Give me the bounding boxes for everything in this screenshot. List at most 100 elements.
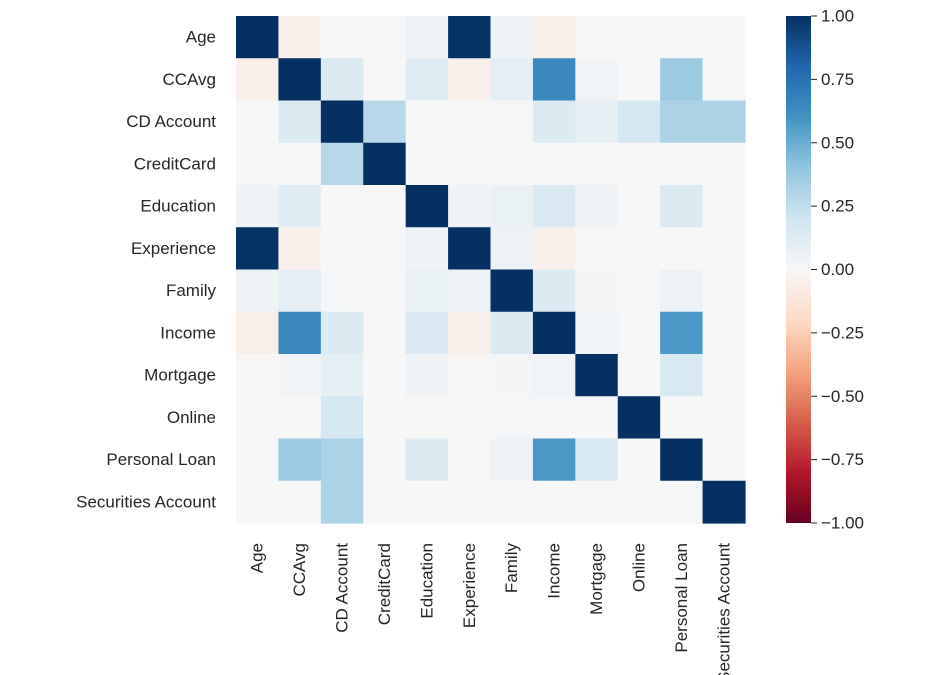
column-label: Mortgage [587,543,606,615]
heatmap-cell [532,438,576,482]
heatmap-cell [405,16,449,59]
heatmap-cell [617,16,661,59]
heatmap-cell [320,227,364,271]
heatmap-cell [236,396,280,440]
heatmap-cell [660,438,704,482]
heatmap-cell [448,354,492,397]
heatmap-cell [575,438,619,482]
heatmap-cell [490,185,534,228]
heatmap-cell [448,142,492,186]
heatmap-cell [236,269,280,313]
heatmap-cell [575,354,619,397]
heatmap-cell [617,142,661,186]
heatmap-cell [532,311,576,355]
heatmap-cell [660,100,704,144]
heatmap-cell [405,311,449,355]
heatmap-cell [236,142,280,186]
heatmap-cell [278,100,322,144]
colorbar-tick-label: 1.00 [821,7,854,26]
column-label: CreditCard [375,543,394,625]
heatmap-cell [660,185,704,228]
heatmap-cell [617,58,661,102]
heatmap-cell [363,438,407,482]
colorbar-tick-label: −1.00 [821,514,864,533]
heatmap-cell [617,269,661,313]
heatmap-cell [490,100,534,144]
heatmap-cell [575,311,619,355]
heatmap-cell [278,16,322,59]
heatmap-cell [278,438,322,482]
heatmap-cell [278,311,322,355]
column-label: Online [629,543,648,592]
heatmap-cell [532,58,576,102]
heatmap-cell [575,480,619,524]
heatmap-cell [532,142,576,186]
heatmap-cell [363,185,407,228]
heatmap-cell [490,480,534,524]
heatmap-cell [236,438,280,482]
column-label: Age [248,543,267,573]
heatmap-cell [405,185,449,228]
heatmap-cell [702,396,746,440]
heatmap-cell [320,311,364,355]
heatmap-cell [363,480,407,524]
heatmap-cell [490,311,534,355]
colorbar-gradient [786,16,811,523]
heatmap-cell [236,16,280,59]
heatmap-cell [702,142,746,186]
heatmap-cell [532,100,576,144]
colorbar-tick-label: 0.25 [821,197,854,216]
heatmap-cell [363,58,407,102]
heatmap-cell [278,58,322,102]
heatmap-cell [660,354,704,397]
column-label: Income [545,543,564,599]
heatmap-cell [236,354,280,397]
colorbar-tick-label: 0.00 [821,260,854,279]
heatmap-cell [490,396,534,440]
colorbar-tick-label: −0.75 [821,450,864,469]
heatmap-cell [405,438,449,482]
heatmap-cell [532,16,576,59]
heatmap-cell [448,269,492,313]
column-label: CCAvg [290,543,309,597]
colorbar-tick-label: 0.50 [821,133,854,152]
heatmap-cell [448,58,492,102]
heatmap-cell [320,438,364,482]
heatmap-cell [702,185,746,228]
heatmap-cell [532,354,576,397]
heatmap-cell [702,100,746,144]
heatmap-cell [278,354,322,397]
row-labels: Age CCAvg CD Account CreditCard Education Exp… [76,28,216,512]
heatmap-cell [448,100,492,144]
heatmap-cell [702,480,746,524]
heatmap-cell [320,396,364,440]
heatmap-cell [702,58,746,102]
heatmap-cell [278,480,322,524]
heatmap-cell [405,269,449,313]
heatmap-cell [575,142,619,186]
heatmap-cell [405,58,449,102]
heatmap-cell [236,100,280,144]
heatmap-cell [575,227,619,271]
heatmap-cell [532,185,576,228]
heatmap-cell [236,58,280,102]
heatmap-cell [320,142,364,186]
heatmap-cell [320,58,364,102]
row-label: Mortgage [144,366,216,385]
heatmap-cell [320,354,364,397]
heatmap-cell [363,396,407,440]
heatmap-cell [448,396,492,440]
heatmap-cell [363,354,407,397]
row-label: Income [160,323,216,342]
column-label: Personal Loan [672,543,691,653]
heatmap-cell [405,480,449,524]
heatmap-cell [236,311,280,355]
column-label: Education [417,543,436,619]
colorbar-ticks: 1.00 0.75 0.50 0.25 0.00 −0.25 −0.50 −0.75 −1.00 [811,7,864,533]
heatmap-cell [575,269,619,313]
heatmap-cell [702,354,746,397]
heatmap-cell [575,100,619,144]
column-labels: Age CCAvg CD Account CreditCard Education Exp… [248,543,734,675]
column-label: Securities Account [714,543,733,675]
